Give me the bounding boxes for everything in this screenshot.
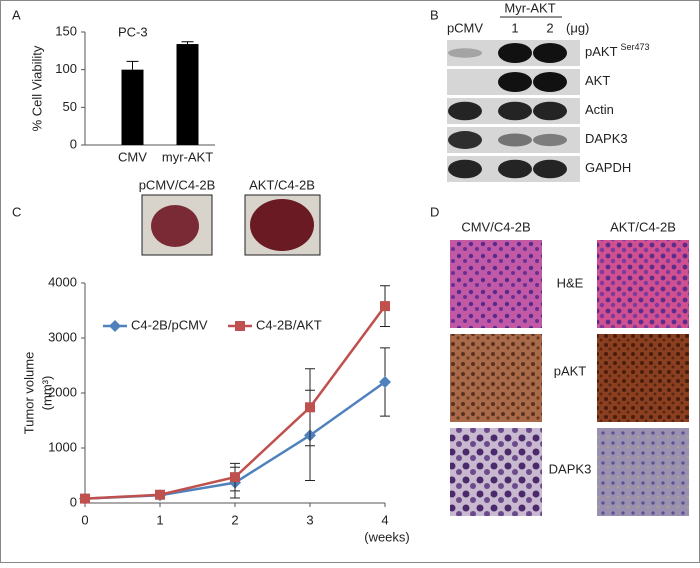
blot-row-label: AKT bbox=[585, 73, 610, 88]
x-tick-label: 3 bbox=[306, 512, 313, 527]
marker bbox=[80, 493, 90, 504]
error-bar bbox=[181, 41, 194, 45]
histology-column: CMV/C4-2B bbox=[461, 219, 530, 234]
histology-row: H&E bbox=[557, 275, 584, 290]
y-tick-label: 150 bbox=[55, 23, 77, 38]
lane-label: 1 bbox=[511, 20, 518, 35]
histology-image bbox=[450, 334, 542, 422]
blot-band bbox=[448, 131, 482, 149]
bar bbox=[176, 44, 199, 146]
lane-header: Myr-AKT bbox=[504, 0, 555, 15]
tumor bbox=[250, 199, 314, 251]
x-tick-label: CMV bbox=[118, 149, 147, 164]
x-tick-label: myr-AKT bbox=[162, 149, 213, 164]
marker bbox=[379, 376, 391, 388]
panel-label: B bbox=[430, 7, 439, 22]
y-axis-label: Tumor volume bbox=[21, 352, 36, 435]
chart-title: PC-3 bbox=[118, 24, 148, 39]
blot-row-label: pAKT Ser473 bbox=[585, 42, 650, 59]
x-tick-label: 1 bbox=[156, 512, 163, 527]
y-tick-label: 3000 bbox=[48, 329, 77, 344]
legend-label: C4-2B/pCMV bbox=[131, 317, 208, 332]
panel-a: 0 50 100 150 PC-3 % Cell Viability CMV myr-AKT bbox=[29, 23, 215, 164]
y-axis-label: % Cell Viability bbox=[29, 45, 44, 131]
blot-band bbox=[533, 133, 567, 147]
histology-column: AKT/C4-2B bbox=[610, 219, 676, 234]
blot-band bbox=[533, 43, 567, 63]
histology-row: pAKT bbox=[554, 363, 587, 378]
y-tick-label: 1000 bbox=[48, 439, 77, 454]
histology-image bbox=[597, 428, 689, 516]
y-tick-label: 0 bbox=[70, 136, 77, 151]
row-label: DAPK3 bbox=[585, 131, 628, 146]
x-tick-label: 4 bbox=[381, 512, 388, 527]
tumor-label: pCMV/C4-2B bbox=[139, 177, 216, 192]
bar bbox=[121, 69, 144, 145]
blot-band bbox=[448, 48, 482, 58]
y-tick-label: 50 bbox=[63, 99, 77, 114]
tumor bbox=[151, 205, 199, 247]
lane-unit: (μg) bbox=[566, 20, 589, 35]
blot-band bbox=[533, 159, 567, 179]
y-tick-label: 2000 bbox=[48, 384, 77, 399]
blot-band bbox=[533, 101, 567, 121]
lane-label: pCMV bbox=[447, 20, 483, 35]
blot-row-label: Actin bbox=[585, 102, 614, 117]
blot-band bbox=[448, 159, 482, 179]
tumor-label: AKT/C4-2B bbox=[249, 177, 315, 192]
row-label: AKT bbox=[585, 73, 610, 88]
legend-marker bbox=[235, 321, 245, 331]
y-tick-label: 100 bbox=[55, 61, 77, 76]
legend-label: C4-2B/AKT bbox=[256, 317, 322, 332]
lane-label: 2 bbox=[546, 20, 553, 35]
panel-d: CMV/C4-2B AKT/C4-2B H&E pAKT DAPK3 bbox=[450, 219, 689, 516]
marker bbox=[155, 489, 165, 500]
histology-image bbox=[597, 334, 689, 422]
x-tick-label: 0 bbox=[81, 512, 88, 527]
blot-band bbox=[498, 133, 532, 147]
panel-b: Myr-AKT pCMV 1 2 (μg) pAKT Ser473 AKT Actin DAPK3… bbox=[447, 0, 650, 182]
x-tick-label: 2 bbox=[231, 512, 238, 527]
panel-label: D bbox=[430, 204, 439, 219]
blot-band bbox=[533, 72, 567, 92]
x-axis-label: (weeks) bbox=[364, 529, 410, 544]
y-tick-label: 4000 bbox=[48, 274, 77, 289]
row-label-sup: Ser473 bbox=[621, 42, 650, 52]
blot-band bbox=[448, 101, 482, 121]
marker bbox=[380, 301, 390, 312]
y-tick-label: 0 bbox=[70, 494, 77, 509]
error-bar bbox=[126, 60, 139, 70]
histology-image bbox=[597, 240, 689, 328]
row-label: GAPDH bbox=[585, 160, 631, 175]
blot-row-label: DAPK3 bbox=[585, 131, 628, 146]
histology-image bbox=[450, 428, 542, 516]
panel-label: A bbox=[12, 7, 21, 22]
blot-band bbox=[498, 159, 532, 179]
blot-band bbox=[498, 101, 532, 121]
blot-band bbox=[498, 43, 532, 63]
y-axis-unit: (mm³) bbox=[39, 376, 54, 411]
legend-marker bbox=[109, 320, 121, 332]
histology-row: DAPK3 bbox=[549, 461, 592, 476]
panel-c: 0 1000 2000 3000 4000 0 1 2 3 4 (weeks) Tumor volum… bbox=[21, 177, 409, 544]
blot-row-label: GAPDH bbox=[585, 160, 631, 175]
panel-label: C bbox=[12, 204, 21, 219]
marker bbox=[230, 472, 240, 483]
marker bbox=[305, 402, 315, 413]
row-label: Actin bbox=[585, 102, 614, 117]
histology-image bbox=[450, 240, 542, 328]
blot-band bbox=[498, 72, 532, 92]
row-label: pAKT bbox=[585, 44, 618, 59]
